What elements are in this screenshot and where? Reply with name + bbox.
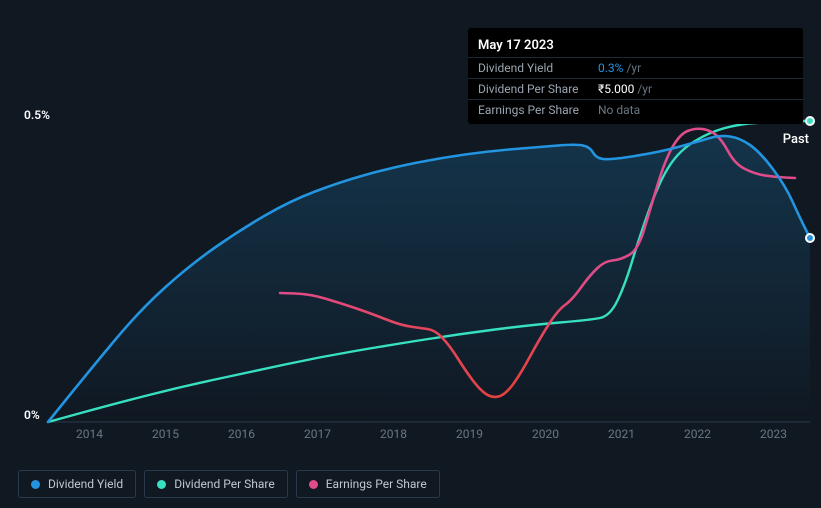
tooltip-row: Dividend Yield0.3%/yr — [468, 57, 803, 78]
tooltip-label: Dividend Per Share — [478, 82, 598, 96]
tooltip-value: No data — [598, 103, 640, 117]
x-axis-label: 2014 — [76, 427, 103, 441]
tooltip-date: May 17 2023 — [468, 34, 803, 57]
x-axis-label: 2023 — [760, 427, 787, 441]
legend: Dividend Yield Dividend Per Share Earnings… — [18, 470, 440, 498]
legend-item[interactable]: Dividend Per Share — [144, 470, 288, 498]
x-axis-label: 2021 — [608, 427, 635, 441]
x-axis-label: 2020 — [532, 427, 559, 441]
legend-item[interactable]: Dividend Yield — [18, 470, 136, 498]
y-axis-label: 0.5% — [24, 108, 50, 122]
legend-label: Dividend Per Share — [174, 477, 275, 491]
x-axis-label: 2018 — [380, 427, 407, 441]
tooltip-value: 0.3%/yr — [598, 61, 641, 75]
tooltip-row: Earnings Per ShareNo data — [468, 99, 803, 120]
legend-label: Earnings Per Share — [326, 477, 427, 491]
series-end-marker — [805, 233, 815, 243]
x-axis-label: 2016 — [228, 427, 255, 441]
legend-dot-icon — [157, 480, 166, 489]
dividend-yield-area — [48, 136, 810, 422]
legend-dot-icon — [31, 480, 40, 489]
x-axis-label: 2019 — [456, 427, 483, 441]
tooltip-label: Earnings Per Share — [478, 103, 598, 117]
y-axis-label: 0% — [24, 408, 40, 422]
tooltip-row: Dividend Per Share₹5.000/yr — [468, 78, 803, 99]
legend-dot-icon — [309, 480, 318, 489]
legend-item[interactable]: Earnings Per Share — [296, 470, 440, 498]
series-end-marker — [805, 116, 815, 126]
x-axis-label: 2022 — [684, 427, 711, 441]
x-axis-label: 2015 — [152, 427, 179, 441]
legend-label: Dividend Yield — [48, 477, 123, 491]
tooltip-value: ₹5.000/yr — [598, 82, 652, 96]
tooltip: May 17 2023 Dividend Yield0.3%/yrDividen… — [468, 28, 803, 124]
past-label: Past — [783, 132, 809, 147]
x-axis-label: 2017 — [304, 427, 331, 441]
tooltip-label: Dividend Yield — [478, 61, 598, 75]
